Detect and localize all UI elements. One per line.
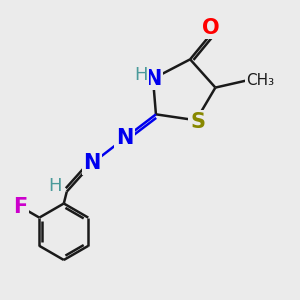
Text: H: H [134,66,148,84]
Text: F: F [13,197,27,217]
Text: N: N [116,128,134,148]
Text: N: N [83,153,101,173]
Text: CH₃: CH₃ [247,73,274,88]
Text: S: S [190,112,205,132]
Text: O: O [202,17,220,38]
Text: H: H [49,177,62,195]
Text: N: N [144,69,162,89]
